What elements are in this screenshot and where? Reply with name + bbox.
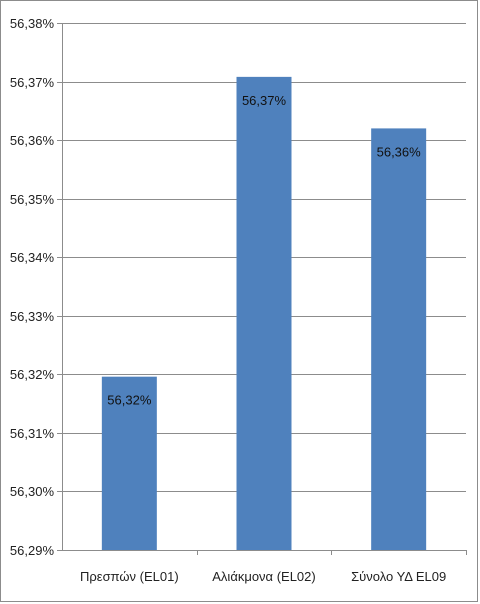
y-tick-label: 56,38% <box>10 16 55 31</box>
y-tick-label: 56,33% <box>10 309 55 324</box>
x-category-label: Σύνολο ΥΔ EL09 <box>351 569 446 584</box>
x-category-label: Αλιάκμονα (EL02) <box>212 569 315 584</box>
y-tick-label: 56,30% <box>10 484 55 499</box>
data-label: 56,37% <box>242 93 287 108</box>
data-label: 56,36% <box>377 144 422 159</box>
y-tick-label: 56,32% <box>10 367 55 382</box>
y-tick-label: 56,35% <box>10 192 55 207</box>
y-tick-label: 56,34% <box>10 250 55 265</box>
data-label: 56,32% <box>107 393 152 408</box>
y-tick-label: 56,36% <box>10 133 55 148</box>
y-tick-label: 56,37% <box>10 75 55 90</box>
y-tick-label: 56,29% <box>10 543 55 558</box>
bar <box>371 128 427 550</box>
y-tick-label: 56,31% <box>10 426 55 441</box>
bar <box>101 376 157 550</box>
bar <box>236 76 292 551</box>
x-category-label: Πρεσπών (EL01) <box>80 569 179 584</box>
